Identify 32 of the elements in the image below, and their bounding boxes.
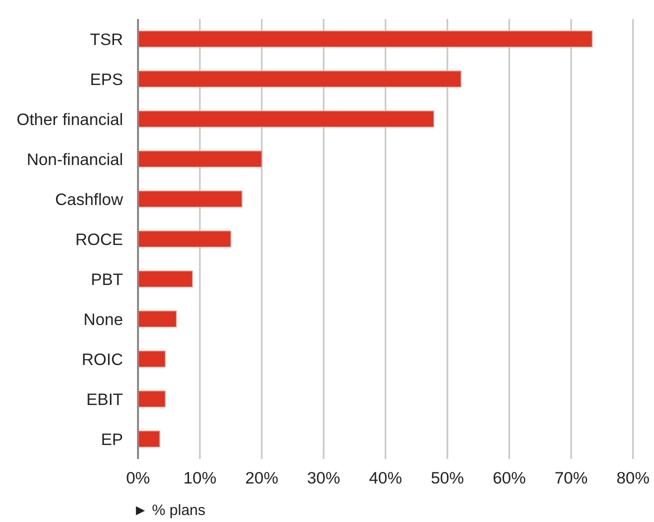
x-tick-label: 0% <box>126 470 150 488</box>
bar <box>138 310 177 328</box>
bar <box>138 70 462 88</box>
bar <box>138 430 160 448</box>
bar <box>138 110 434 128</box>
x-tick-label: 40% <box>368 470 402 488</box>
bar <box>138 190 242 208</box>
y-tick-label: TSR <box>90 30 124 49</box>
y-tick-label: Non-financial <box>26 150 123 169</box>
y-tick-label: EBIT <box>86 390 123 409</box>
bar <box>138 350 166 368</box>
bar <box>138 390 166 408</box>
y-tick-label: None <box>84 310 123 329</box>
x-tick-label: 20% <box>245 470 279 488</box>
x-tick-label: 50% <box>430 470 464 488</box>
bar <box>138 30 593 48</box>
x-tick-label: 10% <box>183 470 217 488</box>
x-tick-label: 60% <box>492 470 526 488</box>
y-tick-label: ROIC <box>82 350 124 369</box>
y-tick-label: Cashflow <box>55 190 124 209</box>
y-tick-label: PBT <box>90 270 123 289</box>
y-tick-label: ROCE <box>75 230 123 249</box>
x-tick-label: 30% <box>307 470 340 488</box>
y-tick-label: EP <box>100 430 123 449</box>
x-tick-label: 70% <box>554 470 588 488</box>
y-tick-label: Other financial <box>16 110 123 129</box>
y-tick-label: EPS <box>90 70 123 89</box>
x-axis-title: ► % plans <box>133 502 206 519</box>
bar <box>138 150 262 168</box>
bar <box>138 270 193 288</box>
bar <box>138 230 232 248</box>
x-tick-label: 80% <box>616 470 650 488</box>
